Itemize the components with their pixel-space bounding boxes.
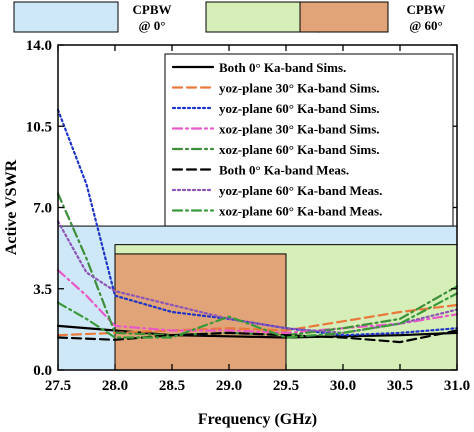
bands [57, 225, 458, 371]
band-key-swatch-0 [13, 1, 119, 33]
y-axis-label: Active VSWR [3, 159, 20, 255]
series-line-6 [56, 220, 459, 334]
y-tick-label-4: 14.0 [26, 38, 52, 54]
x-tick-label-3: 29.0 [216, 378, 242, 394]
series-line-5 [56, 329, 459, 344]
series-lines [56, 108, 459, 344]
legend-label-7: xoz-plane 60° Ka-band Meas. [219, 204, 382, 219]
series-line-0 [56, 324, 459, 339]
legend-label-5: Both 0° Ka-band Meas. [219, 163, 349, 178]
legend-label-1: yoz-plane 30° Ka-band Sims. [219, 81, 380, 96]
band-key-label-2: CPBW [407, 2, 446, 17]
legend-label-3: xoz-plane 30° Ka-band Sims. [219, 122, 380, 137]
band-key-swatch-2 [299, 1, 389, 33]
x-tick-label-6: 30.5 [387, 378, 413, 394]
legend-label-4: xoz-plane 60° Ka-band Sims. [219, 142, 380, 157]
x-tick-label-1: 28.0 [102, 378, 128, 394]
band-key-sublabel-0: @ 0° [138, 18, 165, 33]
series-line-7 [56, 292, 459, 339]
axis-ticks: 27.5 28.0 28.5 29.0 29.5 30.0 30.5 31.0 0.0 3.5 7.… [26, 38, 470, 394]
legend-label-0: Both 0° Ka-band Sims. [219, 60, 346, 75]
band-key-label-0: CPBW [133, 2, 172, 17]
y-tick-label-0: 0.0 [33, 363, 52, 379]
band-key-swatch-1 [205, 1, 311, 33]
x-tick-label-7: 31.0 [444, 378, 470, 394]
y-tick-label-2: 7.0 [33, 201, 52, 217]
y-tick-label-3: 10.5 [26, 119, 52, 135]
x-tick-label-4: 29.5 [273, 378, 299, 394]
y-tick-label-1: 3.5 [33, 282, 52, 298]
x-tick-label-5: 30.0 [330, 378, 356, 394]
band-labels: CPBW@ 0°CPBW@ 30°CPBW@ 60° [13, 1, 446, 33]
legend-box [164, 53, 454, 227]
series-line-3 [56, 269, 459, 334]
band-key-sublabel-2: @ 60° [409, 18, 443, 33]
legend-label-2: yoz-plane 60° Ka-band Sims. [219, 101, 380, 116]
x-tick-label-2: 28.5 [159, 378, 185, 394]
x-tick-label-0: 27.5 [45, 378, 71, 394]
legend: Both 0° Ka-band Sims. yoz-plane 30° Ka-ba… [164, 53, 454, 227]
series-line-1 [56, 303, 459, 337]
x-axis-label: Frequency (GHz) [198, 411, 317, 428]
series-line-4 [56, 192, 459, 337]
legend-label-6: yoz-plane 60° Ka-band Meas. [219, 183, 382, 198]
